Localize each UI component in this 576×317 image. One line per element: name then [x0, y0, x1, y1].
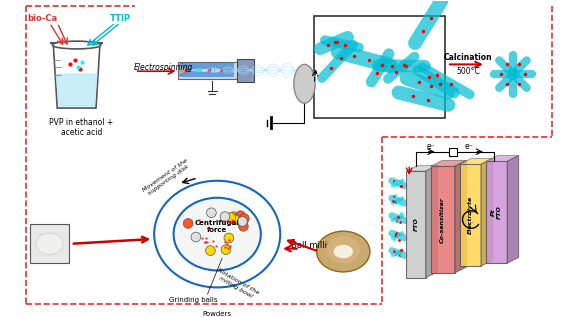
Circle shape — [238, 222, 248, 231]
FancyBboxPatch shape — [314, 16, 445, 118]
Text: Pt
FTO: Pt FTO — [491, 205, 502, 219]
Circle shape — [236, 211, 245, 221]
Text: Electrolyte: Electrolyte — [468, 196, 473, 234]
FancyBboxPatch shape — [30, 224, 69, 263]
Text: bio-Ca: bio-Ca — [28, 14, 58, 23]
Polygon shape — [430, 160, 467, 166]
Circle shape — [220, 212, 230, 222]
Ellipse shape — [294, 64, 315, 103]
Polygon shape — [426, 165, 437, 278]
Circle shape — [230, 215, 240, 224]
Polygon shape — [54, 45, 100, 108]
Text: e⁻: e⁻ — [426, 142, 435, 151]
Circle shape — [240, 214, 249, 223]
FancyBboxPatch shape — [237, 59, 254, 82]
Polygon shape — [486, 156, 519, 161]
FancyBboxPatch shape — [460, 164, 481, 266]
Text: FTO: FTO — [414, 217, 419, 231]
FancyBboxPatch shape — [486, 161, 507, 263]
FancyBboxPatch shape — [449, 148, 457, 156]
Polygon shape — [507, 156, 519, 263]
Text: TTIP: TTIP — [109, 14, 131, 23]
Polygon shape — [481, 158, 492, 266]
Polygon shape — [56, 74, 97, 106]
Ellipse shape — [52, 41, 101, 49]
Polygon shape — [460, 158, 492, 164]
Ellipse shape — [36, 233, 63, 255]
Ellipse shape — [317, 231, 370, 272]
Polygon shape — [179, 64, 190, 76]
Circle shape — [207, 208, 216, 217]
Circle shape — [229, 212, 238, 222]
Text: Centrifugal
force: Centrifugal force — [195, 220, 240, 233]
Text: Co-sensitizer: Co-sensitizer — [440, 197, 445, 243]
Text: Calcination: Calcination — [444, 53, 492, 62]
Circle shape — [237, 217, 247, 226]
Text: 500°C: 500°C — [456, 67, 480, 76]
Text: Rotation of the
milling bowl: Rotation of the milling bowl — [214, 268, 260, 301]
Circle shape — [221, 245, 231, 255]
Text: PVP in ethanol +
acetic acid: PVP in ethanol + acetic acid — [50, 118, 113, 137]
Text: Grinding balls: Grinding balls — [169, 297, 217, 303]
Polygon shape — [406, 165, 437, 171]
Circle shape — [206, 246, 215, 256]
Text: I⁻: I⁻ — [469, 212, 473, 217]
FancyBboxPatch shape — [430, 166, 455, 273]
Polygon shape — [455, 160, 467, 273]
Text: I₃⁻: I₃⁻ — [468, 222, 475, 227]
Ellipse shape — [326, 236, 360, 263]
Text: Powders: Powders — [203, 311, 232, 317]
FancyBboxPatch shape — [180, 63, 234, 77]
Circle shape — [226, 213, 236, 223]
Text: Ball milling: Ball milling — [291, 241, 338, 250]
Text: e⁻: e⁻ — [465, 142, 473, 151]
Circle shape — [224, 233, 234, 243]
Text: solution: solution — [202, 68, 223, 73]
Ellipse shape — [173, 198, 261, 270]
Text: Movement of the
supporting disk: Movement of the supporting disk — [142, 158, 192, 198]
Circle shape — [183, 219, 193, 228]
Ellipse shape — [334, 245, 353, 258]
FancyBboxPatch shape — [406, 171, 426, 278]
Text: Electrospinning: Electrospinning — [134, 63, 194, 72]
FancyBboxPatch shape — [179, 61, 247, 79]
Circle shape — [191, 232, 200, 242]
